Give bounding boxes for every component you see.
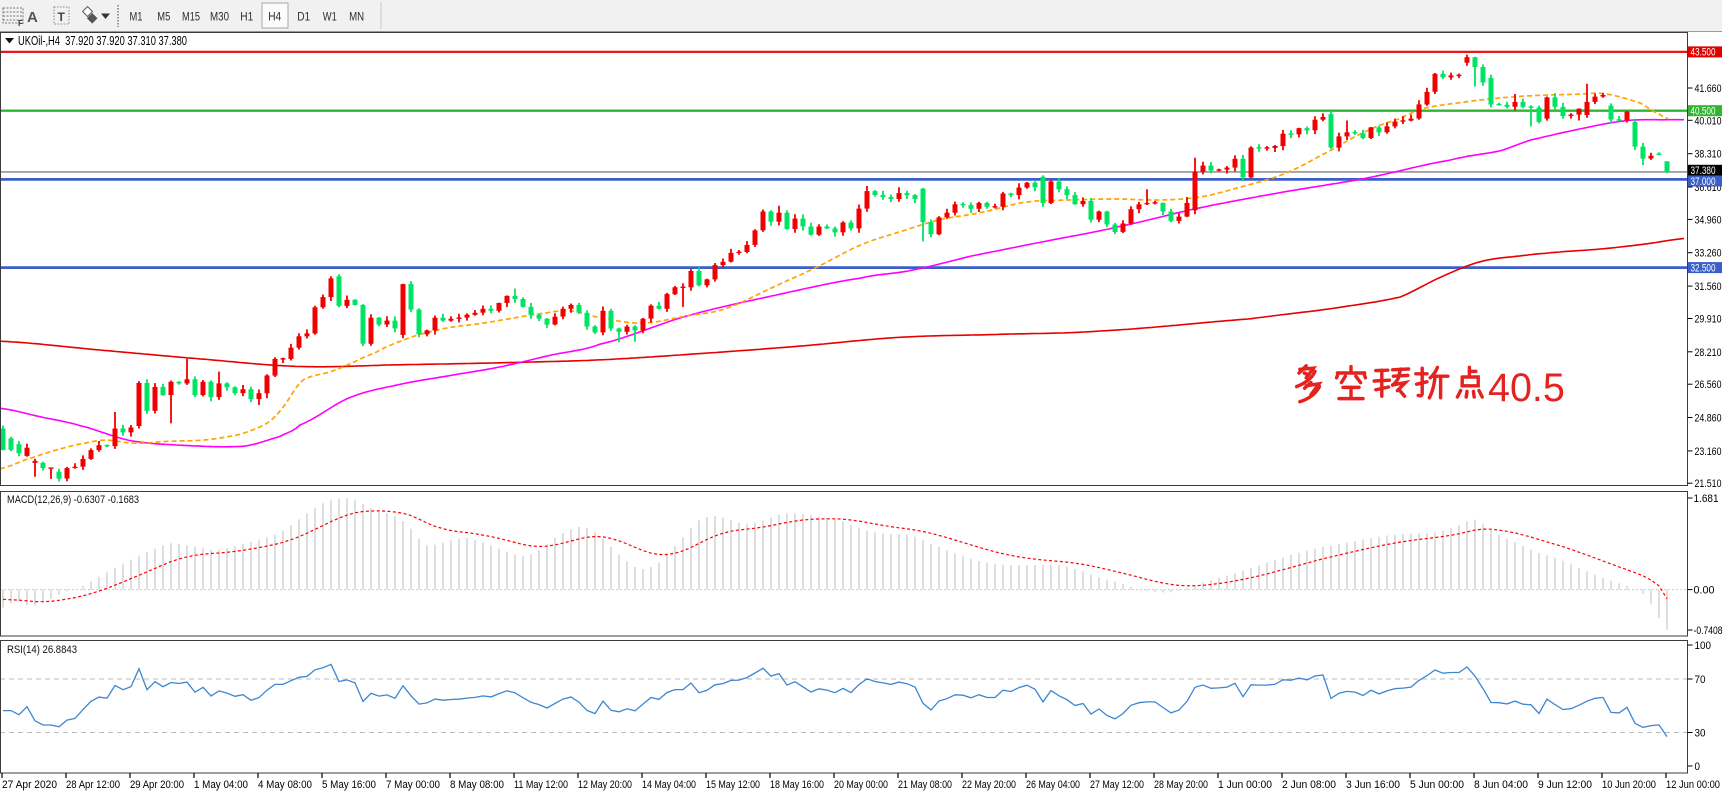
svg-text:F: F bbox=[18, 19, 23, 28]
svg-text:0.00: 0.00 bbox=[1694, 585, 1715, 597]
svg-text:8 Jun 04:00: 8 Jun 04:00 bbox=[1474, 779, 1528, 791]
svg-text:29.910: 29.910 bbox=[1695, 314, 1722, 326]
svg-text:32.500: 32.500 bbox=[1691, 262, 1716, 274]
svg-text:10 Jun 20:00: 10 Jun 20:00 bbox=[1602, 779, 1656, 791]
svg-text:11 May 12:00: 11 May 12:00 bbox=[514, 779, 568, 791]
svg-text:28.210: 28.210 bbox=[1695, 347, 1722, 359]
svg-text:30: 30 bbox=[1695, 728, 1706, 740]
svg-text:40.010: 40.010 bbox=[1695, 115, 1722, 127]
svg-text:5 May 16:00: 5 May 16:00 bbox=[322, 779, 376, 791]
svg-text:RSI(14) 26.8843: RSI(14) 26.8843 bbox=[7, 644, 77, 656]
svg-text:1 May 04:00: 1 May 04:00 bbox=[194, 779, 248, 791]
svg-text:18 May 16:00: 18 May 16:00 bbox=[770, 779, 824, 791]
svg-text:23.160: 23.160 bbox=[1695, 446, 1722, 458]
svg-text:8 May 08:00: 8 May 08:00 bbox=[450, 779, 504, 791]
svg-text:33.260: 33.260 bbox=[1695, 248, 1722, 260]
svg-text:-0.7408: -0.7408 bbox=[1694, 625, 1722, 637]
svg-text:27 Apr 2020: 27 Apr 2020 bbox=[2, 779, 57, 791]
svg-text:26.560: 26.560 bbox=[1695, 379, 1722, 391]
svg-text:5 Jun 00:00: 5 Jun 00:00 bbox=[1410, 779, 1464, 791]
svg-text:2 Jun 08:00: 2 Jun 08:00 bbox=[1282, 779, 1336, 791]
svg-text:21 May 08:00: 21 May 08:00 bbox=[898, 779, 952, 791]
svg-text:15 May 12:00: 15 May 12:00 bbox=[706, 779, 760, 791]
svg-text:41.660: 41.660 bbox=[1695, 83, 1722, 95]
svg-text:40.500: 40.500 bbox=[1691, 106, 1716, 118]
svg-text:37.380: 37.380 bbox=[1691, 165, 1716, 177]
svg-text:7 May 00:00: 7 May 00:00 bbox=[386, 779, 440, 791]
svg-text:40.5: 40.5 bbox=[1488, 366, 1565, 410]
svg-text:3 Jun 16:00: 3 Jun 16:00 bbox=[1346, 779, 1400, 791]
svg-text:UKOil-,H4 37.920 37.920 37.31: UKOil-,H4 37.920 37.920 37.310 37.380 bbox=[18, 34, 187, 48]
svg-text:21.510: 21.510 bbox=[1695, 478, 1722, 490]
svg-text:T: T bbox=[58, 10, 66, 24]
svg-text:H4: H4 bbox=[268, 12, 282, 24]
svg-text:14 May 04:00: 14 May 04:00 bbox=[642, 779, 696, 791]
svg-text:38.310: 38.310 bbox=[1695, 149, 1722, 161]
svg-text:34.960: 34.960 bbox=[1695, 214, 1722, 226]
svg-text:20 May 00:00: 20 May 00:00 bbox=[834, 779, 888, 791]
svg-text:D1: D1 bbox=[297, 12, 310, 24]
svg-text:M15: M15 bbox=[182, 12, 200, 24]
svg-text:A: A bbox=[27, 9, 38, 26]
svg-text:M5: M5 bbox=[157, 12, 170, 24]
svg-text:H1: H1 bbox=[240, 12, 253, 24]
svg-text:4 May 08:00: 4 May 08:00 bbox=[258, 779, 312, 791]
svg-text:26 May 04:00: 26 May 04:00 bbox=[1026, 779, 1080, 791]
svg-text:22 May 20:00: 22 May 20:00 bbox=[962, 779, 1016, 791]
svg-text:31.560: 31.560 bbox=[1695, 281, 1722, 293]
svg-text:27 May 12:00: 27 May 12:00 bbox=[1090, 779, 1144, 791]
svg-text:1.681: 1.681 bbox=[1694, 493, 1719, 505]
svg-text:1 Jun 00:00: 1 Jun 00:00 bbox=[1218, 779, 1272, 791]
svg-text:MN: MN bbox=[349, 12, 364, 24]
svg-text:29 Apr 20:00: 29 Apr 20:00 bbox=[130, 779, 184, 791]
svg-text:MACD(12,26,9) -0.6307 -0.1683: MACD(12,26,9) -0.6307 -0.1683 bbox=[7, 494, 139, 506]
svg-text:M1: M1 bbox=[130, 12, 143, 24]
svg-text:0: 0 bbox=[1695, 761, 1701, 773]
svg-text:100: 100 bbox=[1695, 640, 1712, 652]
svg-text:12 May 20:00: 12 May 20:00 bbox=[578, 779, 632, 791]
svg-text:43.500: 43.500 bbox=[1691, 47, 1716, 59]
svg-text:28 May 20:00: 28 May 20:00 bbox=[1154, 779, 1208, 791]
svg-text:9 Jun 12:00: 9 Jun 12:00 bbox=[1538, 779, 1592, 791]
svg-text:W1: W1 bbox=[323, 12, 337, 24]
svg-text:37.000: 37.000 bbox=[1691, 176, 1716, 188]
svg-text:24.860: 24.860 bbox=[1695, 413, 1722, 425]
svg-text:M30: M30 bbox=[210, 12, 229, 24]
svg-text:70: 70 bbox=[1695, 674, 1706, 686]
svg-text:28 Apr 12:00: 28 Apr 12:00 bbox=[66, 779, 120, 791]
svg-text:12 Jun 00:00: 12 Jun 00:00 bbox=[1666, 779, 1720, 791]
